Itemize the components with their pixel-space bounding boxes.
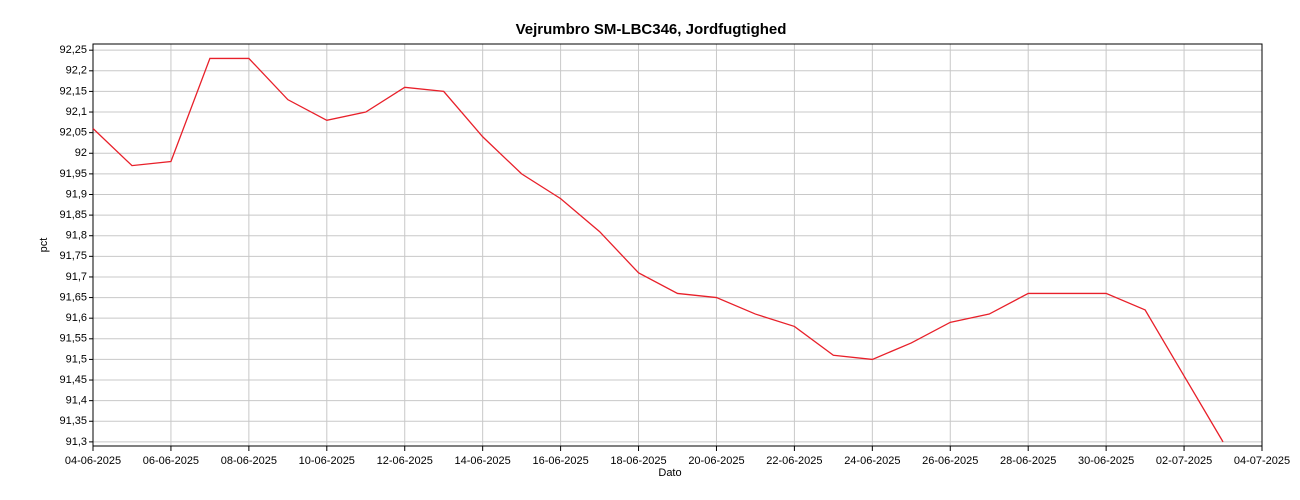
x-tick-label: 12-06-2025	[377, 455, 433, 467]
y-tick-label: 91,9	[66, 188, 87, 200]
y-tick-label: 92,15	[59, 85, 87, 97]
x-tick-label: 06-06-2025	[143, 455, 199, 467]
y-tick-label: 92,25	[59, 44, 87, 56]
x-tick-label: 30-06-2025	[1078, 455, 1134, 467]
x-axis-label: Dato	[658, 467, 681, 479]
x-tick-label: 26-06-2025	[922, 455, 978, 467]
x-tick-label: 20-06-2025	[688, 455, 744, 467]
x-tick-label: 28-06-2025	[1000, 455, 1056, 467]
x-tick-label: 24-06-2025	[844, 455, 900, 467]
x-tick-label: 16-06-2025	[532, 455, 588, 467]
y-tick-label: 92,2	[66, 65, 87, 77]
y-tick-label: 91,5	[66, 353, 87, 365]
y-tick-label: 92,05	[59, 127, 87, 139]
x-tick-label: 22-06-2025	[766, 455, 822, 467]
y-tick-label: 91,65	[59, 291, 87, 303]
x-tick-label: 02-07-2025	[1156, 455, 1212, 467]
y-tick-label: 91,7	[66, 271, 87, 283]
plot-frame	[92, 43, 1263, 447]
y-tick-label: 91,3	[66, 436, 87, 448]
y-tick-label: 92,1	[66, 106, 87, 118]
y-tick-label: 91,75	[59, 250, 87, 262]
y-tick-label: 91,6	[66, 312, 87, 324]
y-tick-label: 91,8	[66, 230, 87, 242]
x-tick-label: 18-06-2025	[610, 455, 666, 467]
x-tick-label: 10-06-2025	[299, 455, 355, 467]
y-tick-label: 91,85	[59, 209, 87, 221]
y-tick-label: 91,45	[59, 374, 87, 386]
x-tick-label: 04-06-2025	[65, 455, 121, 467]
y-tick-label: 91,95	[59, 168, 87, 180]
data-line	[92, 57, 1224, 443]
x-tick-label: 04-07-2025	[1234, 455, 1290, 467]
y-tick-label: 92	[75, 147, 87, 159]
y-axis-label: pct	[38, 238, 50, 253]
x-tick-label: 08-06-2025	[221, 455, 277, 467]
y-tick-label: 91,55	[59, 333, 87, 345]
chart-title: Vejrumbro SM-LBC346, Jordfugtighed	[516, 21, 787, 38]
x-tick-label: 14-06-2025	[455, 455, 511, 467]
y-tick-label: 91,4	[66, 395, 87, 407]
y-tick-label: 91,35	[59, 415, 87, 427]
